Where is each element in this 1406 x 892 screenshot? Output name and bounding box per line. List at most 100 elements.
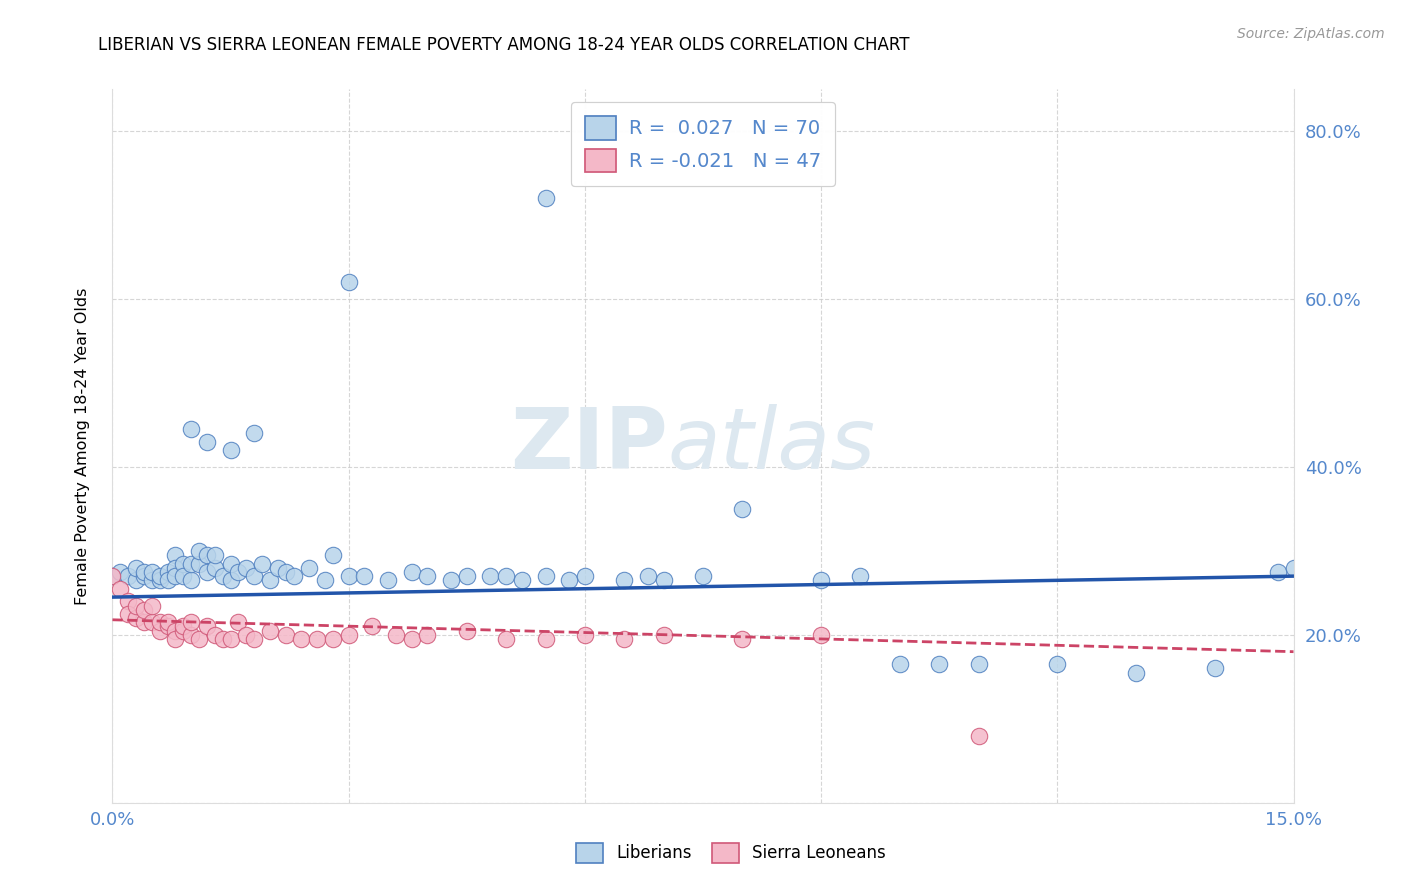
Point <box>149 624 172 638</box>
Point <box>172 569 194 583</box>
Point <box>235 560 257 574</box>
Point <box>534 191 557 205</box>
Point <box>188 557 211 571</box>
Point <box>149 615 172 630</box>
Point <box>314 574 336 588</box>
Point <box>510 574 533 588</box>
Point <box>416 569 439 583</box>
Point <box>337 275 360 289</box>
Point <box>652 628 675 642</box>
Point <box>219 443 242 458</box>
Point <box>165 569 187 583</box>
Point <box>117 594 139 608</box>
Point <box>1046 657 1069 672</box>
Point <box>149 569 172 583</box>
Point <box>149 574 172 588</box>
Point <box>574 569 596 583</box>
Point <box>117 569 139 583</box>
Point <box>125 560 148 574</box>
Point <box>125 599 148 613</box>
Point <box>1282 560 1305 574</box>
Point <box>440 574 463 588</box>
Point <box>172 619 194 633</box>
Text: Source: ZipAtlas.com: Source: ZipAtlas.com <box>1237 27 1385 41</box>
Point <box>204 548 226 562</box>
Point <box>652 574 675 588</box>
Point <box>337 569 360 583</box>
Point <box>274 628 297 642</box>
Point <box>810 574 832 588</box>
Point <box>613 574 636 588</box>
Point <box>165 548 187 562</box>
Point <box>243 569 266 583</box>
Point <box>534 632 557 646</box>
Point <box>243 632 266 646</box>
Point <box>456 624 478 638</box>
Point <box>117 607 139 621</box>
Point <box>613 632 636 646</box>
Point <box>101 569 124 583</box>
Point <box>132 615 155 630</box>
Text: atlas: atlas <box>668 404 876 488</box>
Point <box>125 611 148 625</box>
Point <box>204 628 226 642</box>
Point <box>228 615 250 630</box>
Point <box>692 569 714 583</box>
Point <box>1267 565 1289 579</box>
Point <box>141 574 163 588</box>
Point <box>377 574 399 588</box>
Point <box>141 599 163 613</box>
Point <box>165 624 187 638</box>
Point <box>307 632 329 646</box>
Point <box>385 628 408 642</box>
Point <box>849 569 872 583</box>
Point <box>110 582 132 596</box>
Text: ZIP: ZIP <box>510 404 668 488</box>
Point <box>259 574 281 588</box>
Point <box>180 574 202 588</box>
Y-axis label: Female Poverty Among 18-24 Year Olds: Female Poverty Among 18-24 Year Olds <box>76 287 90 605</box>
Point <box>235 628 257 642</box>
Point <box>337 628 360 642</box>
Point <box>967 729 990 743</box>
Point <box>401 565 423 579</box>
Point <box>156 565 179 579</box>
Point <box>479 569 502 583</box>
Point <box>180 628 202 642</box>
Point <box>195 548 218 562</box>
Point <box>243 426 266 441</box>
Point <box>731 502 754 516</box>
Point <box>416 628 439 642</box>
Point <box>141 565 163 579</box>
Point <box>495 632 517 646</box>
Point <box>928 657 950 672</box>
Point <box>195 565 218 579</box>
Point <box>195 619 218 633</box>
Point <box>172 557 194 571</box>
Point <box>1125 665 1147 680</box>
Point <box>889 657 911 672</box>
Point <box>1204 661 1226 675</box>
Text: LIBERIAN VS SIERRA LEONEAN FEMALE POVERTY AMONG 18-24 YEAR OLDS CORRELATION CHAR: LIBERIAN VS SIERRA LEONEAN FEMALE POVERT… <box>98 36 910 54</box>
Point <box>250 557 273 571</box>
Point <box>259 624 281 638</box>
Legend: R =  0.027   N = 70, R = -0.021   N = 47: R = 0.027 N = 70, R = -0.021 N = 47 <box>571 103 835 186</box>
Point <box>731 632 754 646</box>
Point <box>283 569 305 583</box>
Point <box>274 565 297 579</box>
Point <box>558 574 581 588</box>
Point <box>195 434 218 449</box>
Point <box>219 557 242 571</box>
Point <box>228 565 250 579</box>
Legend: Liberians, Sierra Leoneans: Liberians, Sierra Leoneans <box>565 831 897 875</box>
Point <box>637 569 659 583</box>
Point <box>132 565 155 579</box>
Point <box>180 615 202 630</box>
Point <box>267 560 290 574</box>
Point <box>156 619 179 633</box>
Point <box>219 574 242 588</box>
Point <box>101 569 124 583</box>
Point <box>156 574 179 588</box>
Point <box>574 628 596 642</box>
Point <box>353 569 375 583</box>
